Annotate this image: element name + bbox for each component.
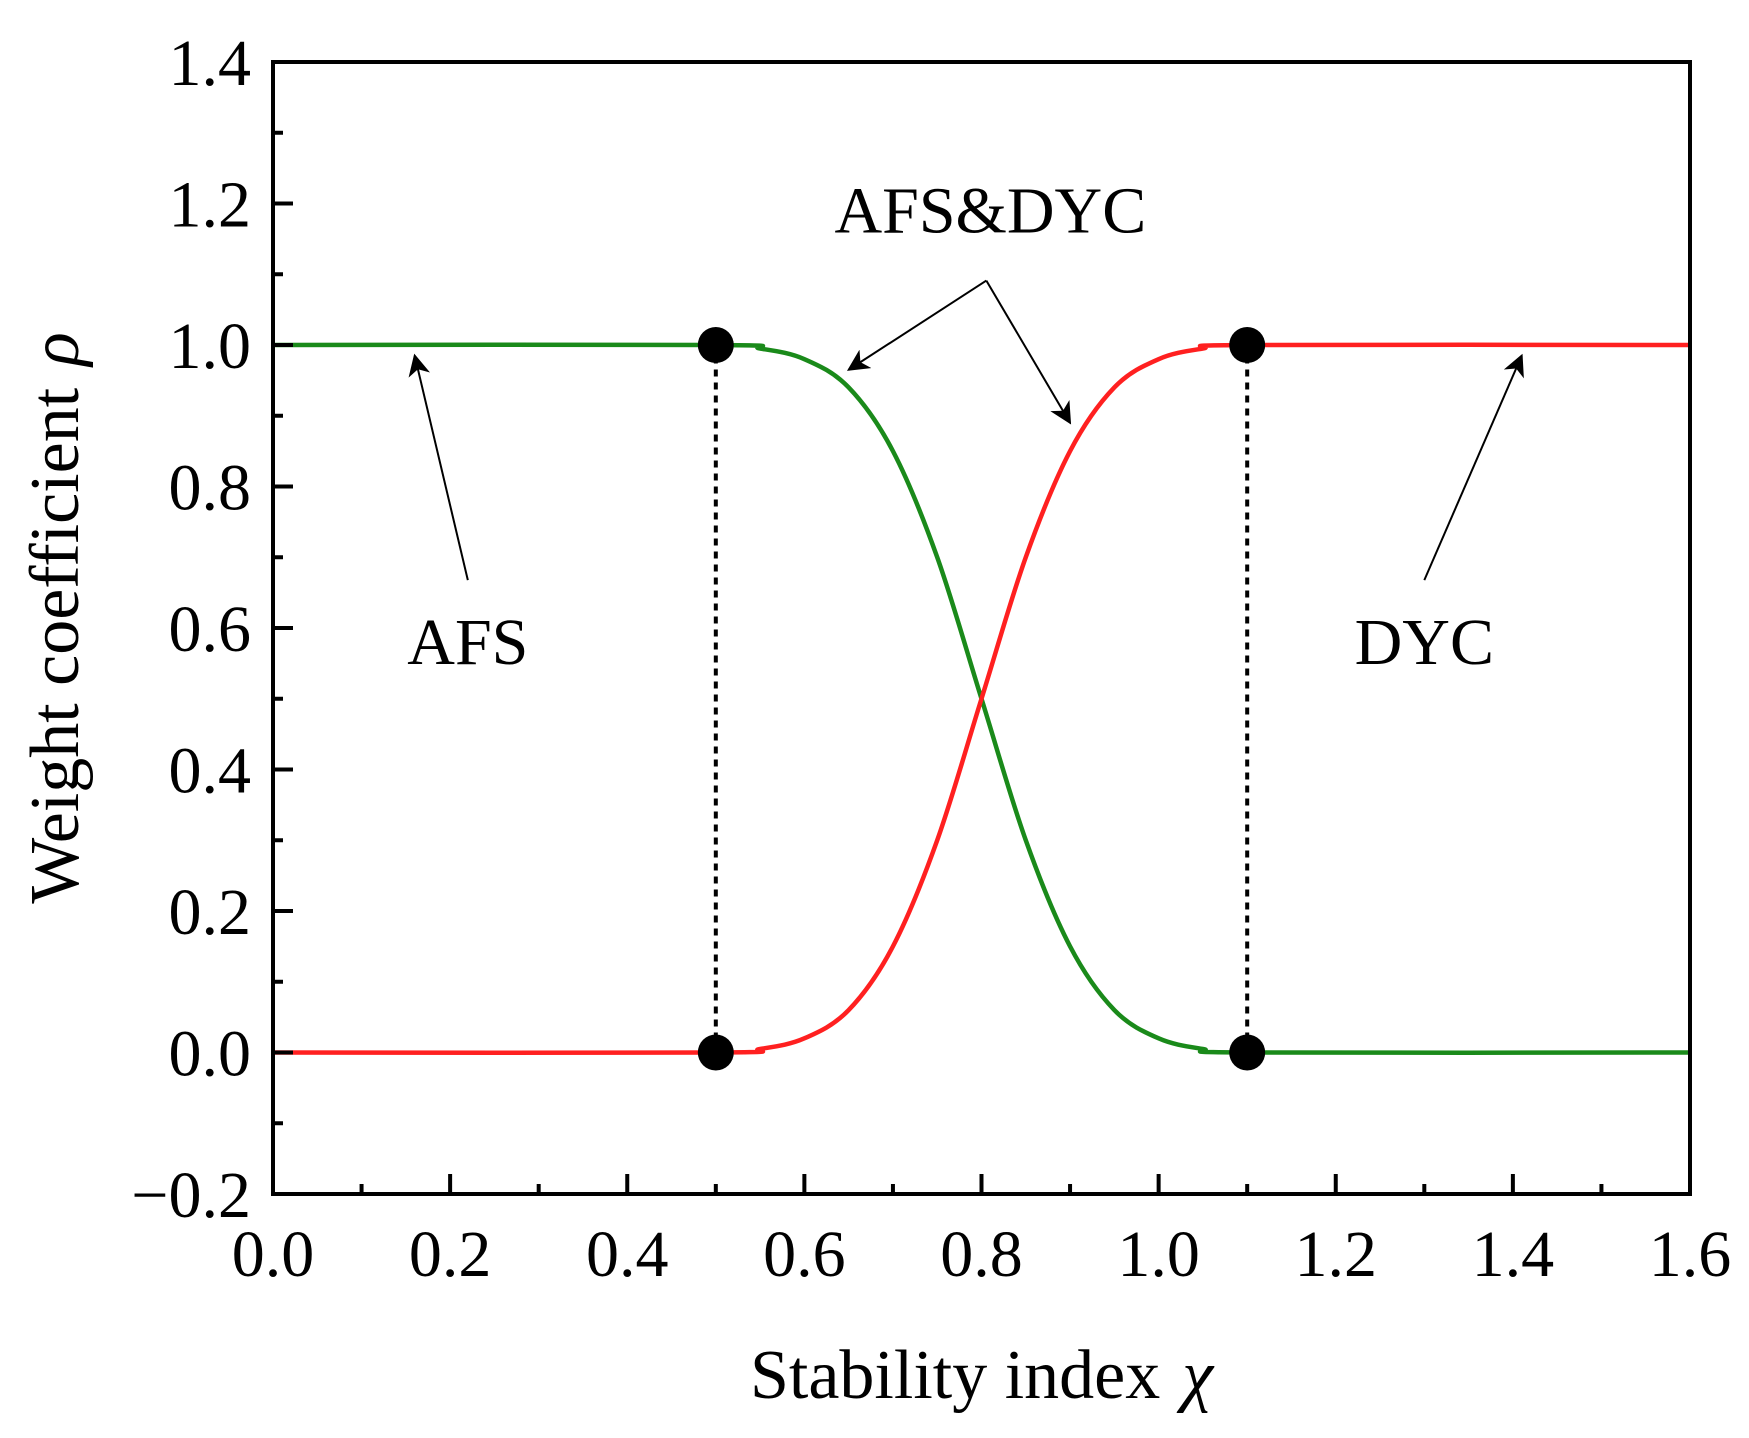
x-tick-label-5: 1.0 <box>1117 1218 1200 1291</box>
marker-point-0 <box>697 327 734 363</box>
x-axis-title: Stability index χ <box>750 1337 1215 1414</box>
marker-point-1 <box>697 1034 734 1071</box>
y-tick-label-3: 0.4 <box>169 735 252 808</box>
x-tick-label-4: 0.8 <box>940 1218 1023 1291</box>
x-tick-label-3: 0.6 <box>763 1218 846 1291</box>
x-tick-label-1: 0.2 <box>409 1218 492 1291</box>
marker-point-2 <box>1229 327 1266 363</box>
annotations: AFS AFS&DYC DYC <box>407 175 1524 679</box>
x-axis-title-text: Stability index <box>750 1337 1160 1414</box>
y-tick-label-5: 0.8 <box>169 452 252 525</box>
annotation-arrow-2-0 <box>1423 353 1524 581</box>
annotation-arrow-1-0 <box>846 279 987 371</box>
annotation-label-2: DYC <box>1355 606 1494 679</box>
annotation-arrow-1-1 <box>985 280 1072 425</box>
y-tick-label-7: 1.2 <box>169 169 252 242</box>
annotation-label-0: AFS <box>407 606 528 679</box>
x-tick-label-7: 1.4 <box>1472 1218 1555 1291</box>
y-axis-symbol: ρ <box>17 332 94 368</box>
y-tick-label-6: 1.0 <box>169 310 252 383</box>
axes: 0.0 0.2 0.4 0.6 0.8 1.0 1.2 1.4 1.6−0.20.00.20.4… <box>131 27 1731 1291</box>
annotation-arrow-0-0 <box>408 353 469 581</box>
y-tick-label-2: 0.2 <box>169 876 252 949</box>
marker-point-3 <box>1229 1034 1266 1071</box>
x-tick-label-8: 1.6 <box>1649 1218 1732 1291</box>
y-tick-label-0: −0.2 <box>131 1159 251 1232</box>
x-axis-symbol: χ <box>1176 1337 1215 1414</box>
y-tick-label-8: 1.4 <box>169 27 252 100</box>
x-tick-label-6: 1.2 <box>1295 1218 1378 1291</box>
plot-area <box>272 327 1691 1071</box>
x-tick-label-2: 0.4 <box>586 1218 669 1291</box>
y-axis-title-text: Weight coefficient <box>17 387 94 903</box>
y-axis-title: Weight coefficient ρ <box>17 332 94 904</box>
series-line-1 <box>272 342 1691 1056</box>
x-tick-label-0: 0.0 <box>232 1218 315 1291</box>
y-tick-label-4: 0.6 <box>169 593 252 666</box>
y-tick-label-1: 0.0 <box>169 1018 252 1091</box>
annotation-label-1: AFS&DYC <box>834 175 1146 248</box>
axis-titles: Stability index χ Weight coefficient ρ <box>17 332 1215 1414</box>
